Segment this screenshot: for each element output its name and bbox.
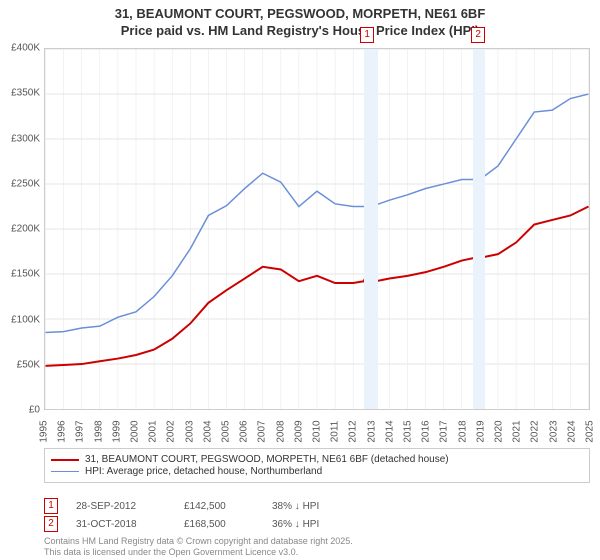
legend-row: HPI: Average price, detached house, Nort… xyxy=(51,466,583,477)
y-axis-label: £400K xyxy=(11,43,40,54)
x-axis-label: 1996 xyxy=(57,420,68,442)
sale-row: 2 31-OCT-2018 £168,500 36% ↓ HPI xyxy=(44,516,590,532)
x-axis-label: 2025 xyxy=(585,420,596,442)
y-axis-label: £150K xyxy=(11,269,40,280)
x-axis-label: 2009 xyxy=(293,420,304,442)
y-axis-label: £200K xyxy=(11,224,40,235)
x-axis-label: 2015 xyxy=(403,420,414,442)
x-axis-label: 2019 xyxy=(475,420,486,442)
x-axis-label: 2001 xyxy=(148,420,159,442)
sale-delta: 38% ↓ HPI xyxy=(272,501,362,512)
x-axis-label: 1995 xyxy=(39,420,50,442)
chart-svg xyxy=(45,49,589,409)
title-line-2: Price paid vs. HM Land Registry's House … xyxy=(0,23,600,40)
highlight-band-1 xyxy=(364,49,379,409)
y-axis-label: £100K xyxy=(11,314,40,325)
x-axis-label: 2016 xyxy=(421,420,432,442)
x-axis-label: 1997 xyxy=(75,420,86,442)
x-axis-label: 2004 xyxy=(202,420,213,442)
x-axis-label: 2017 xyxy=(439,420,450,442)
sale-marker: 1 xyxy=(44,498,58,514)
sale-date: 28-SEP-2012 xyxy=(76,501,166,512)
y-axis-label: £50K xyxy=(17,359,40,370)
x-axis-label: 2022 xyxy=(530,420,541,442)
x-axis-label: 2006 xyxy=(239,420,250,442)
x-axis-label: 2003 xyxy=(184,420,195,442)
chart-title-block: 31, BEAUMONT COURT, PEGSWOOD, MORPETH, N… xyxy=(0,0,600,42)
y-axis-label: £300K xyxy=(11,133,40,144)
x-axis-label: 2024 xyxy=(566,420,577,442)
footer-line-1: Contains HM Land Registry data © Crown c… xyxy=(44,536,353,547)
highlight-band-2 xyxy=(473,49,486,409)
sale-price: £142,500 xyxy=(184,501,254,512)
x-axis-label: 2005 xyxy=(221,420,232,442)
x-axis-label: 2020 xyxy=(494,420,505,442)
y-axis-label: £350K xyxy=(11,88,40,99)
title-line-1: 31, BEAUMONT COURT, PEGSWOOD, MORPETH, N… xyxy=(0,6,600,23)
x-axis-label: 2002 xyxy=(166,420,177,442)
x-axis-label: 2000 xyxy=(130,420,141,442)
y-axis-label: £0 xyxy=(29,405,40,416)
legend: 31, BEAUMONT COURT, PEGSWOOD, MORPETH, N… xyxy=(44,448,590,483)
marker-label-2: 2 xyxy=(471,27,485,43)
x-axis-label: 2010 xyxy=(312,420,323,442)
legend-row: 31, BEAUMONT COURT, PEGSWOOD, MORPETH, N… xyxy=(51,454,583,465)
x-axis-label: 2018 xyxy=(457,420,468,442)
x-axis-label: 1998 xyxy=(93,420,104,442)
x-axis-label: 2021 xyxy=(512,420,523,442)
sales-table: 1 28-SEP-2012 £142,500 38% ↓ HPI 2 31-OCT-201… xyxy=(44,496,590,534)
x-axis-label: 2007 xyxy=(257,420,268,442)
x-axis-label: 2012 xyxy=(348,420,359,442)
legend-text: 31, BEAUMONT COURT, PEGSWOOD, MORPETH, N… xyxy=(85,454,449,465)
legend-swatch xyxy=(51,459,79,461)
x-axis-label: 2008 xyxy=(275,420,286,442)
chart-plot-area: 12 xyxy=(44,48,590,410)
sale-delta: 36% ↓ HPI xyxy=(272,519,362,530)
x-axis-labels: 1995199619971998199920002001200220032004… xyxy=(44,412,590,444)
y-axis-label: £250K xyxy=(11,178,40,189)
footer-attribution: Contains HM Land Registry data © Crown c… xyxy=(44,536,353,558)
sale-price: £168,500 xyxy=(184,519,254,530)
marker-label-1: 1 xyxy=(360,27,374,43)
x-axis-label: 2023 xyxy=(548,420,559,442)
x-axis-label: 2011 xyxy=(330,421,341,443)
sale-date: 31-OCT-2018 xyxy=(76,519,166,530)
footer-line-2: This data is licensed under the Open Gov… xyxy=(44,547,353,558)
x-axis-label: 2014 xyxy=(384,420,395,442)
x-axis-label: 2013 xyxy=(366,420,377,442)
sale-marker: 2 xyxy=(44,516,58,532)
y-axis-labels: £0£50K£100K£150K£200K£250K£300K£350K£400… xyxy=(0,48,42,410)
sale-row: 1 28-SEP-2012 £142,500 38% ↓ HPI xyxy=(44,498,590,514)
x-axis-label: 1999 xyxy=(111,420,122,442)
legend-text: HPI: Average price, detached house, Nort… xyxy=(85,466,322,477)
legend-swatch xyxy=(51,471,79,473)
